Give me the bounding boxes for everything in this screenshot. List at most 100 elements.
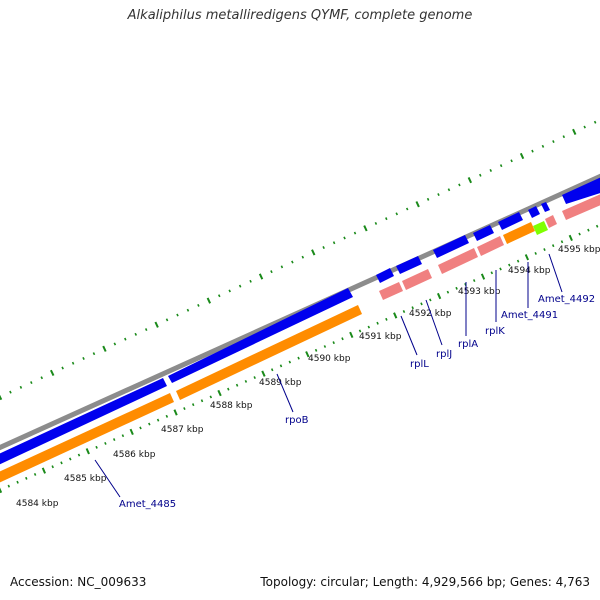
outer-tick-0 [0, 394, 3, 401]
gene-label-rplK[interactable]: rplK [485, 326, 505, 337]
outer-tick-55 [572, 128, 577, 136]
outer-tick-36 [374, 221, 378, 225]
inner-tick-ring [0, 224, 599, 494]
inner-tick-9 [77, 453, 81, 457]
gene-label-rpoB[interactable]: rpoB [285, 415, 309, 426]
outer-tick-26 [270, 270, 273, 274]
outer-tick-43 [447, 188, 451, 192]
gene-label-rplL[interactable]: rplL [410, 359, 429, 370]
inner-tick-24 [209, 395, 213, 399]
inner-tick-3 [25, 476, 28, 480]
outer-tick-18 [186, 308, 190, 312]
cds-forward-rplK[interactable] [473, 225, 494, 241]
outer-tick-19 [197, 303, 200, 307]
outer-tick-52 [541, 144, 545, 148]
cds-forward-rplJ[interactable] [396, 256, 422, 274]
cds-forward-amet4491[interactable] [498, 212, 523, 230]
scale-label-4584: 4584 kbp [16, 499, 59, 509]
scale-label-4587: 4587 kbp [161, 425, 204, 435]
outer-tick-37 [385, 217, 388, 221]
outer-tick-46 [479, 173, 482, 177]
inner-tick-31 [270, 368, 274, 372]
outer-tick-3 [30, 381, 33, 385]
outer-tick-38 [395, 212, 399, 216]
outer-tick-57 [593, 120, 597, 124]
feature-pink-5[interactable] [545, 215, 557, 228]
outer-tick-6 [61, 366, 64, 370]
inner-tick-18 [156, 418, 160, 422]
outer-tick-13 [134, 332, 138, 336]
cds-reverse-large[interactable] [176, 305, 362, 400]
inner-tick-6 [51, 465, 54, 469]
inner-tick-11 [95, 445, 98, 449]
gene-label-amet4492[interactable]: Amet_4492 [538, 294, 595, 305]
inner-tick-21 [183, 407, 186, 411]
outer-tick-39 [405, 207, 409, 211]
cds-forward-rplA[interactable] [433, 235, 469, 258]
inner-tick-59 [516, 259, 520, 263]
leader-rpoB [276, 373, 294, 413]
inner-tick-40 [349, 331, 354, 338]
feature-pink-6[interactable] [562, 190, 600, 220]
gene-label-rplA[interactable]: rplA [458, 339, 478, 350]
gene-label-rplJ[interactable]: rplJ [436, 349, 452, 360]
inner-tick-44 [385, 317, 388, 321]
inner-tick-57 [499, 267, 502, 271]
outer-tick-4 [40, 376, 44, 380]
feature-pink-2[interactable] [402, 269, 432, 290]
inner-tick-34 [297, 356, 300, 360]
gene-label-amet4491[interactable]: Amet_4491 [501, 310, 558, 321]
cds-forward-small[interactable] [541, 202, 550, 212]
outer-tick-53 [552, 140, 555, 144]
outer-tick-51 [531, 149, 534, 153]
inner-tick-46 [402, 310, 406, 314]
outer-tick-17 [176, 313, 179, 317]
cds-reverse-amet4485[interactable] [0, 393, 174, 487]
inner-tick-0 [0, 487, 3, 494]
cds-reverse-rplK[interactable] [503, 222, 535, 244]
outer-tick-42 [437, 193, 440, 197]
inner-tick-54 [472, 279, 476, 283]
inner-tick-64 [560, 240, 564, 244]
outer-tick-14 [144, 328, 148, 332]
inner-tick-47 [411, 306, 414, 310]
outer-tick-31 [322, 246, 325, 250]
inner-tick-68 [595, 224, 599, 228]
inner-tick-66 [578, 232, 581, 236]
inner-tick-60 [524, 254, 530, 261]
feature-pink-1[interactable] [379, 282, 403, 300]
inner-tick-43 [376, 321, 379, 325]
feature-pink-4[interactable] [477, 236, 504, 256]
cds-forward-rpoC[interactable] [0, 378, 167, 469]
cds-forward-amet4492[interactable] [528, 206, 540, 218]
inner-tick-65 [568, 234, 573, 242]
inner-tick-2 [16, 480, 19, 484]
outer-tick-54 [562, 135, 566, 139]
outer-tick-28 [291, 260, 294, 264]
scale-label-4592: 4592 kbp [409, 309, 452, 319]
outer-tick-ring [0, 120, 597, 401]
outer-tick-30 [311, 249, 316, 256]
feature-highlight[interactable] [533, 221, 548, 235]
outer-tick-25 [258, 273, 264, 280]
outer-tick-40 [415, 201, 420, 208]
inner-tick-23 [200, 399, 204, 403]
inner-tick-28 [244, 379, 248, 383]
inner-tick-42 [367, 325, 371, 329]
inner-tick-29 [253, 376, 256, 380]
cds-forward-rplL[interactable] [376, 268, 394, 283]
gene-label-amet4485[interactable]: Amet_4485 [119, 499, 176, 510]
inner-tick-63 [551, 244, 555, 248]
inner-tick-15 [129, 428, 134, 435]
cds-forward-rpoB[interactable] [168, 288, 353, 383]
leader-rplJ [425, 299, 443, 346]
cds-forward-right[interactable] [562, 173, 600, 204]
inner-tick-67 [587, 228, 590, 232]
outer-tick-12 [124, 337, 127, 341]
outer-tick-22 [228, 289, 231, 293]
feature-pink-3[interactable] [438, 248, 478, 274]
inner-tick-48 [420, 302, 423, 306]
accession-text: Accession: NC_009633 [10, 575, 147, 589]
outer-tick-5 [49, 369, 55, 377]
